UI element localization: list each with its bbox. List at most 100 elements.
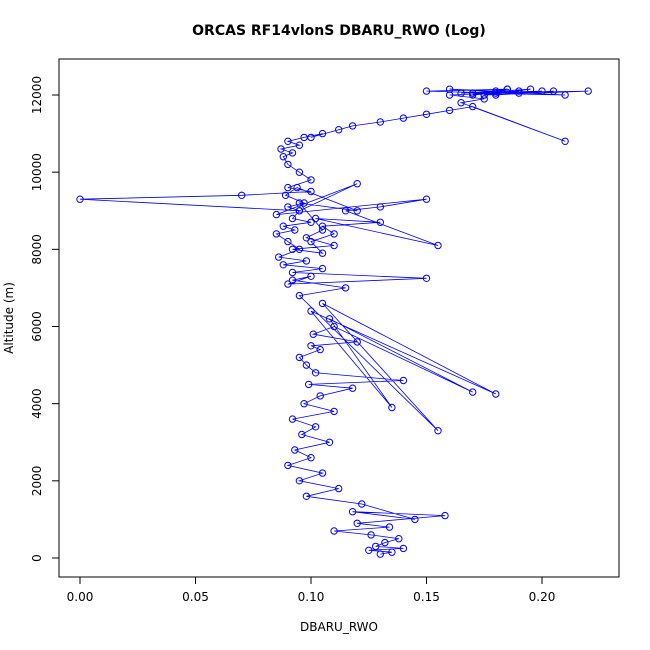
data-point bbox=[376, 550, 384, 558]
data-point bbox=[291, 226, 299, 234]
data-point bbox=[335, 484, 343, 493]
data-point bbox=[288, 245, 297, 254]
data-point bbox=[311, 369, 320, 377]
data-point bbox=[238, 191, 246, 200]
data-point bbox=[492, 91, 500, 99]
data-point bbox=[515, 89, 523, 97]
series-layer bbox=[76, 85, 592, 558]
data-point bbox=[325, 438, 334, 446]
data-point bbox=[311, 423, 320, 431]
data-point bbox=[284, 203, 292, 211]
data-point bbox=[526, 85, 535, 93]
data-point bbox=[307, 307, 315, 315]
data-point bbox=[302, 361, 311, 369]
data-point bbox=[302, 492, 311, 500]
data-point bbox=[288, 214, 297, 223]
data-point bbox=[445, 85, 454, 93]
data-point bbox=[395, 535, 403, 543]
data-point bbox=[295, 477, 304, 485]
data-point bbox=[399, 544, 408, 553]
data-point bbox=[295, 207, 304, 215]
data-point bbox=[441, 511, 449, 520]
data-point bbox=[318, 299, 327, 308]
data-point bbox=[503, 85, 511, 93]
data-point bbox=[422, 87, 431, 95]
data-point bbox=[367, 531, 375, 539]
data-point bbox=[316, 392, 324, 400]
data-point bbox=[561, 91, 569, 99]
data-point bbox=[284, 280, 292, 288]
data-point bbox=[469, 89, 477, 97]
data-point bbox=[318, 249, 327, 257]
data-point bbox=[307, 187, 315, 196]
data-point bbox=[330, 322, 338, 331]
chart-title: ORCAS RF14vlonS DBARU_RWO (Log) bbox=[192, 23, 486, 39]
data-point bbox=[277, 145, 285, 153]
y-tick-label: 10000 bbox=[30, 153, 44, 191]
data-point bbox=[422, 110, 431, 119]
data-point bbox=[295, 199, 304, 207]
x-tick-label: 0.15 bbox=[413, 590, 440, 604]
data-point bbox=[318, 129, 327, 138]
data-point bbox=[76, 195, 84, 203]
data-point bbox=[584, 87, 592, 95]
data-point bbox=[272, 230, 281, 238]
data-point bbox=[457, 89, 465, 97]
data-point bbox=[300, 133, 308, 142]
data-point bbox=[385, 523, 394, 531]
data-point bbox=[307, 454, 315, 462]
data-point bbox=[348, 122, 357, 130]
plot-frame bbox=[58, 58, 620, 578]
data-point bbox=[279, 222, 287, 230]
y-axis: 0 2000 4000 6000 8000 10000 12000 bbox=[30, 76, 60, 562]
data-point bbox=[353, 519, 361, 527]
data-point bbox=[307, 176, 315, 184]
data-point bbox=[469, 102, 477, 111]
data-point bbox=[309, 330, 317, 338]
data-point bbox=[549, 87, 558, 95]
data-point bbox=[300, 400, 308, 408]
data-point bbox=[295, 291, 304, 300]
data-point bbox=[288, 149, 297, 157]
data-point bbox=[353, 338, 361, 346]
data-point bbox=[279, 153, 287, 161]
data-point bbox=[307, 218, 315, 227]
data-point bbox=[434, 241, 442, 250]
data-point bbox=[492, 390, 500, 398]
x-tick-label: 0.10 bbox=[298, 590, 325, 604]
y-tick-label: 2000 bbox=[30, 466, 44, 497]
data-point bbox=[311, 214, 320, 223]
y-tick-label: 6000 bbox=[30, 311, 44, 342]
data-point bbox=[275, 253, 283, 261]
data-point bbox=[365, 546, 373, 554]
data-point bbox=[411, 515, 419, 524]
x-tick-label: 0.00 bbox=[67, 590, 94, 604]
data-point bbox=[422, 274, 431, 282]
data-point bbox=[353, 180, 361, 188]
data-point bbox=[445, 106, 454, 115]
data-point bbox=[307, 342, 315, 350]
data-point bbox=[469, 91, 477, 99]
data-point bbox=[376, 203, 384, 211]
data-point bbox=[358, 500, 366, 508]
data-point bbox=[302, 257, 311, 265]
y-tick-label: 4000 bbox=[30, 388, 44, 419]
data-point bbox=[376, 218, 384, 227]
data-point bbox=[353, 207, 361, 215]
data-point bbox=[307, 272, 315, 280]
y-tick-label: 8000 bbox=[30, 234, 44, 265]
data-point bbox=[381, 538, 389, 547]
data-point bbox=[305, 380, 313, 389]
x-tick-label: 0.05 bbox=[182, 590, 209, 604]
data-point bbox=[307, 133, 315, 142]
data-point bbox=[341, 207, 350, 215]
data-point bbox=[293, 183, 301, 192]
data-point bbox=[422, 195, 431, 203]
data-point bbox=[284, 461, 292, 470]
data-point bbox=[330, 407, 338, 416]
data-point bbox=[341, 284, 350, 292]
data-point bbox=[330, 241, 338, 250]
y-tick-label: 12000 bbox=[30, 76, 44, 114]
data-point bbox=[318, 469, 327, 477]
